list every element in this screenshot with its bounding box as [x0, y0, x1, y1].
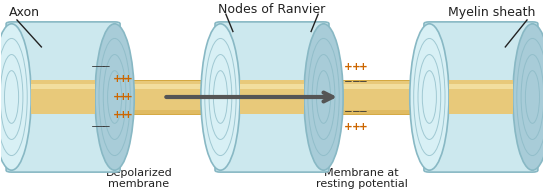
Text: −: − — [102, 122, 111, 132]
Text: +: + — [113, 92, 122, 102]
Text: Depolarized
membrane: Depolarized membrane — [106, 168, 172, 190]
FancyBboxPatch shape — [6, 22, 120, 172]
Bar — [449, 80, 513, 114]
Bar — [240, 80, 304, 114]
Text: −: − — [359, 77, 368, 87]
Ellipse shape — [0, 24, 31, 170]
Bar — [31, 80, 95, 114]
Ellipse shape — [513, 24, 544, 170]
Text: −: − — [352, 77, 361, 87]
Text: +: + — [124, 110, 133, 120]
Text: −: − — [102, 62, 111, 72]
Text: +: + — [119, 74, 127, 84]
Text: −: − — [97, 122, 106, 132]
Bar — [240, 84, 304, 89]
Bar — [449, 84, 513, 89]
Ellipse shape — [304, 24, 343, 170]
Text: −: − — [344, 107, 353, 117]
Text: −: − — [91, 62, 100, 72]
Text: −: − — [91, 122, 100, 132]
Text: −: − — [344, 77, 353, 87]
Ellipse shape — [201, 24, 240, 170]
Ellipse shape — [410, 24, 449, 170]
Bar — [1, 110, 543, 114]
Text: +: + — [113, 110, 122, 120]
Text: Axon: Axon — [9, 6, 40, 19]
Text: +: + — [359, 62, 368, 72]
FancyBboxPatch shape — [424, 22, 538, 172]
Text: +: + — [344, 122, 353, 132]
Bar — [1, 84, 543, 89]
Text: +: + — [124, 92, 133, 102]
Text: Membrane at
resting potential: Membrane at resting potential — [316, 168, 407, 190]
Text: +: + — [119, 110, 127, 120]
Text: +: + — [352, 122, 361, 132]
Text: +: + — [124, 74, 133, 84]
FancyBboxPatch shape — [215, 22, 329, 172]
Text: Myelin sheath: Myelin sheath — [448, 6, 535, 19]
Text: Nodes of Ranvier: Nodes of Ranvier — [218, 3, 326, 16]
Ellipse shape — [95, 24, 134, 170]
Text: +: + — [344, 62, 353, 72]
Text: +: + — [119, 92, 127, 102]
Text: −: − — [352, 107, 361, 117]
Text: +: + — [352, 62, 361, 72]
Text: −: − — [97, 62, 106, 72]
Bar — [31, 84, 95, 89]
Bar — [1, 80, 543, 114]
Text: +: + — [359, 122, 368, 132]
Text: +: + — [113, 74, 122, 84]
Text: −: − — [359, 107, 368, 117]
